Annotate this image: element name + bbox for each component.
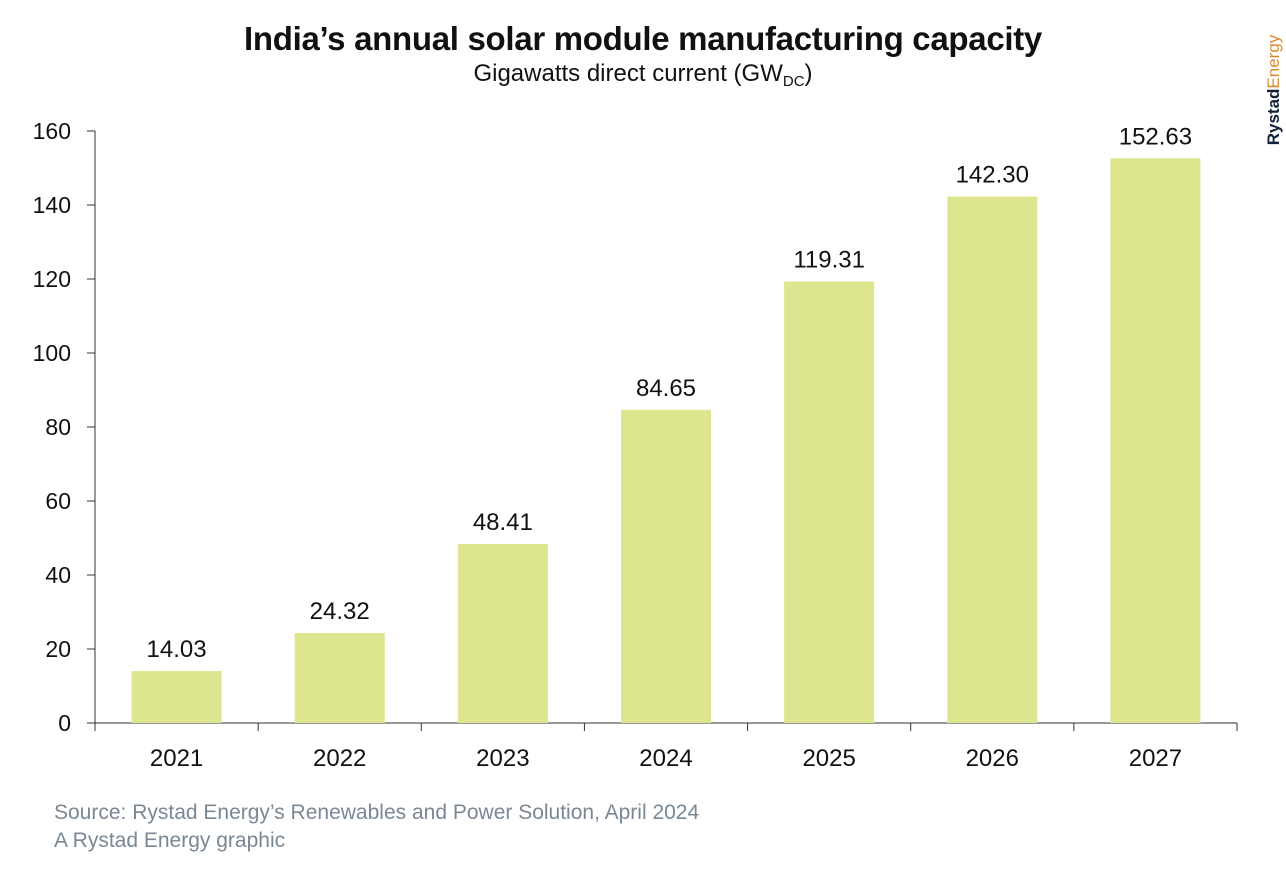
value-label-2027: 152.63 — [1119, 123, 1192, 150]
bar-2026 — [947, 196, 1038, 724]
x-tick-label-2026: 2026 — [966, 745, 1019, 772]
value-label-2023: 48.41 — [473, 509, 533, 536]
subtitle-subscript: DC — [782, 73, 805, 90]
chart-title: India’s annual solar module manufacturin… — [244, 20, 1042, 57]
y-tick-label: 60 — [45, 488, 71, 514]
x-tick-label-2023: 2023 — [476, 745, 529, 772]
x-tick-label-2021: 2021 — [150, 745, 203, 772]
y-tick-label: 80 — [45, 414, 71, 440]
y-tick-label: 20 — [45, 636, 71, 662]
subtitle-text: Gigawatts direct current (GW — [473, 60, 783, 87]
source-note: Source: Rystad Energy’s Renewables and P… — [54, 801, 700, 824]
value-label-2026: 142.30 — [956, 161, 1029, 188]
bar-2023 — [457, 543, 548, 723]
y-tick-label: 120 — [33, 266, 71, 292]
x-tick-label-2022: 2022 — [313, 745, 366, 772]
bar-2021 — [131, 671, 222, 723]
y-tick-label: 100 — [33, 340, 71, 366]
y-tick-label: 160 — [33, 118, 71, 144]
value-label-2021: 14.03 — [147, 636, 207, 663]
y-tick-label: 40 — [45, 562, 71, 588]
bar-2024 — [621, 409, 711, 723]
value-label-2022: 24.32 — [310, 598, 370, 625]
value-label-2025: 119.31 — [793, 247, 865, 274]
y-tick-label: 0 — [58, 710, 71, 736]
chart-subtitle: Gigawatts direct current (GWDC) — [0, 60, 1286, 90]
x-tick-label-2024: 2024 — [639, 745, 692, 772]
value-label-2024: 84.65 — [636, 375, 696, 402]
x-tick-label-2027: 2027 — [1129, 745, 1182, 772]
x-tick-label-2025: 2025 — [802, 745, 855, 772]
y-tick-label: 140 — [33, 192, 71, 218]
credit-note: A Rystad Energy graphic — [54, 829, 286, 852]
bar-2025 — [784, 281, 875, 723]
bar-2027 — [1110, 158, 1201, 724]
bar-2022 — [294, 633, 385, 723]
subtitle-end: ) — [804, 60, 813, 87]
